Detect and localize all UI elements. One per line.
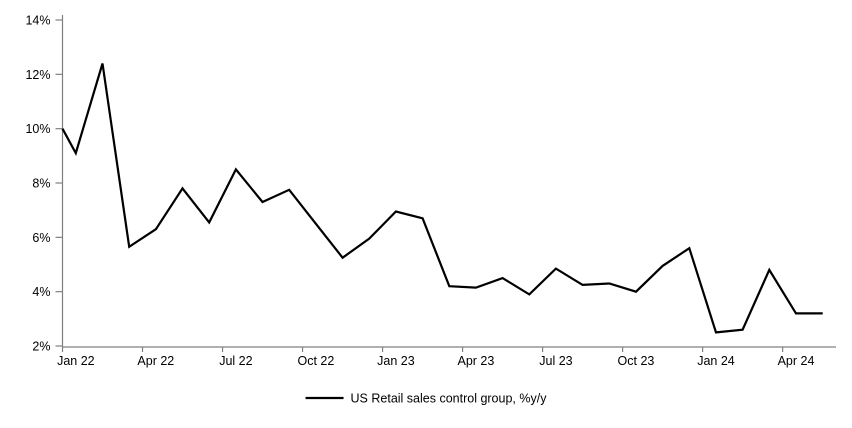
y-tick-label: 10% bbox=[25, 122, 50, 136]
y-tick-label: 4% bbox=[32, 285, 50, 299]
x-tick-label: Apr 24 bbox=[778, 354, 815, 368]
x-tick-label: Oct 22 bbox=[297, 354, 334, 368]
x-tick-label: Apr 23 bbox=[458, 354, 495, 368]
y-tick-label: 14% bbox=[25, 14, 50, 28]
y-tick-label: 12% bbox=[25, 68, 50, 82]
x-tick-label: Oct 23 bbox=[618, 354, 655, 368]
y-tick-label: 8% bbox=[32, 177, 50, 191]
x-tick-label: Jan 22 bbox=[57, 354, 95, 368]
x-tick-label: Jan 24 bbox=[697, 354, 735, 368]
x-tick-label: Jul 22 bbox=[219, 354, 252, 368]
y-tick-label: 6% bbox=[32, 231, 50, 245]
y-tick-label: 2% bbox=[32, 340, 50, 354]
legend-label: US Retail sales control group, %y/y bbox=[351, 392, 548, 406]
series-line bbox=[61, 63, 823, 334]
x-tick-label: Apr 22 bbox=[137, 354, 174, 368]
x-tick-label: Jul 23 bbox=[539, 354, 572, 368]
x-tick-label: Jan 23 bbox=[377, 354, 415, 368]
